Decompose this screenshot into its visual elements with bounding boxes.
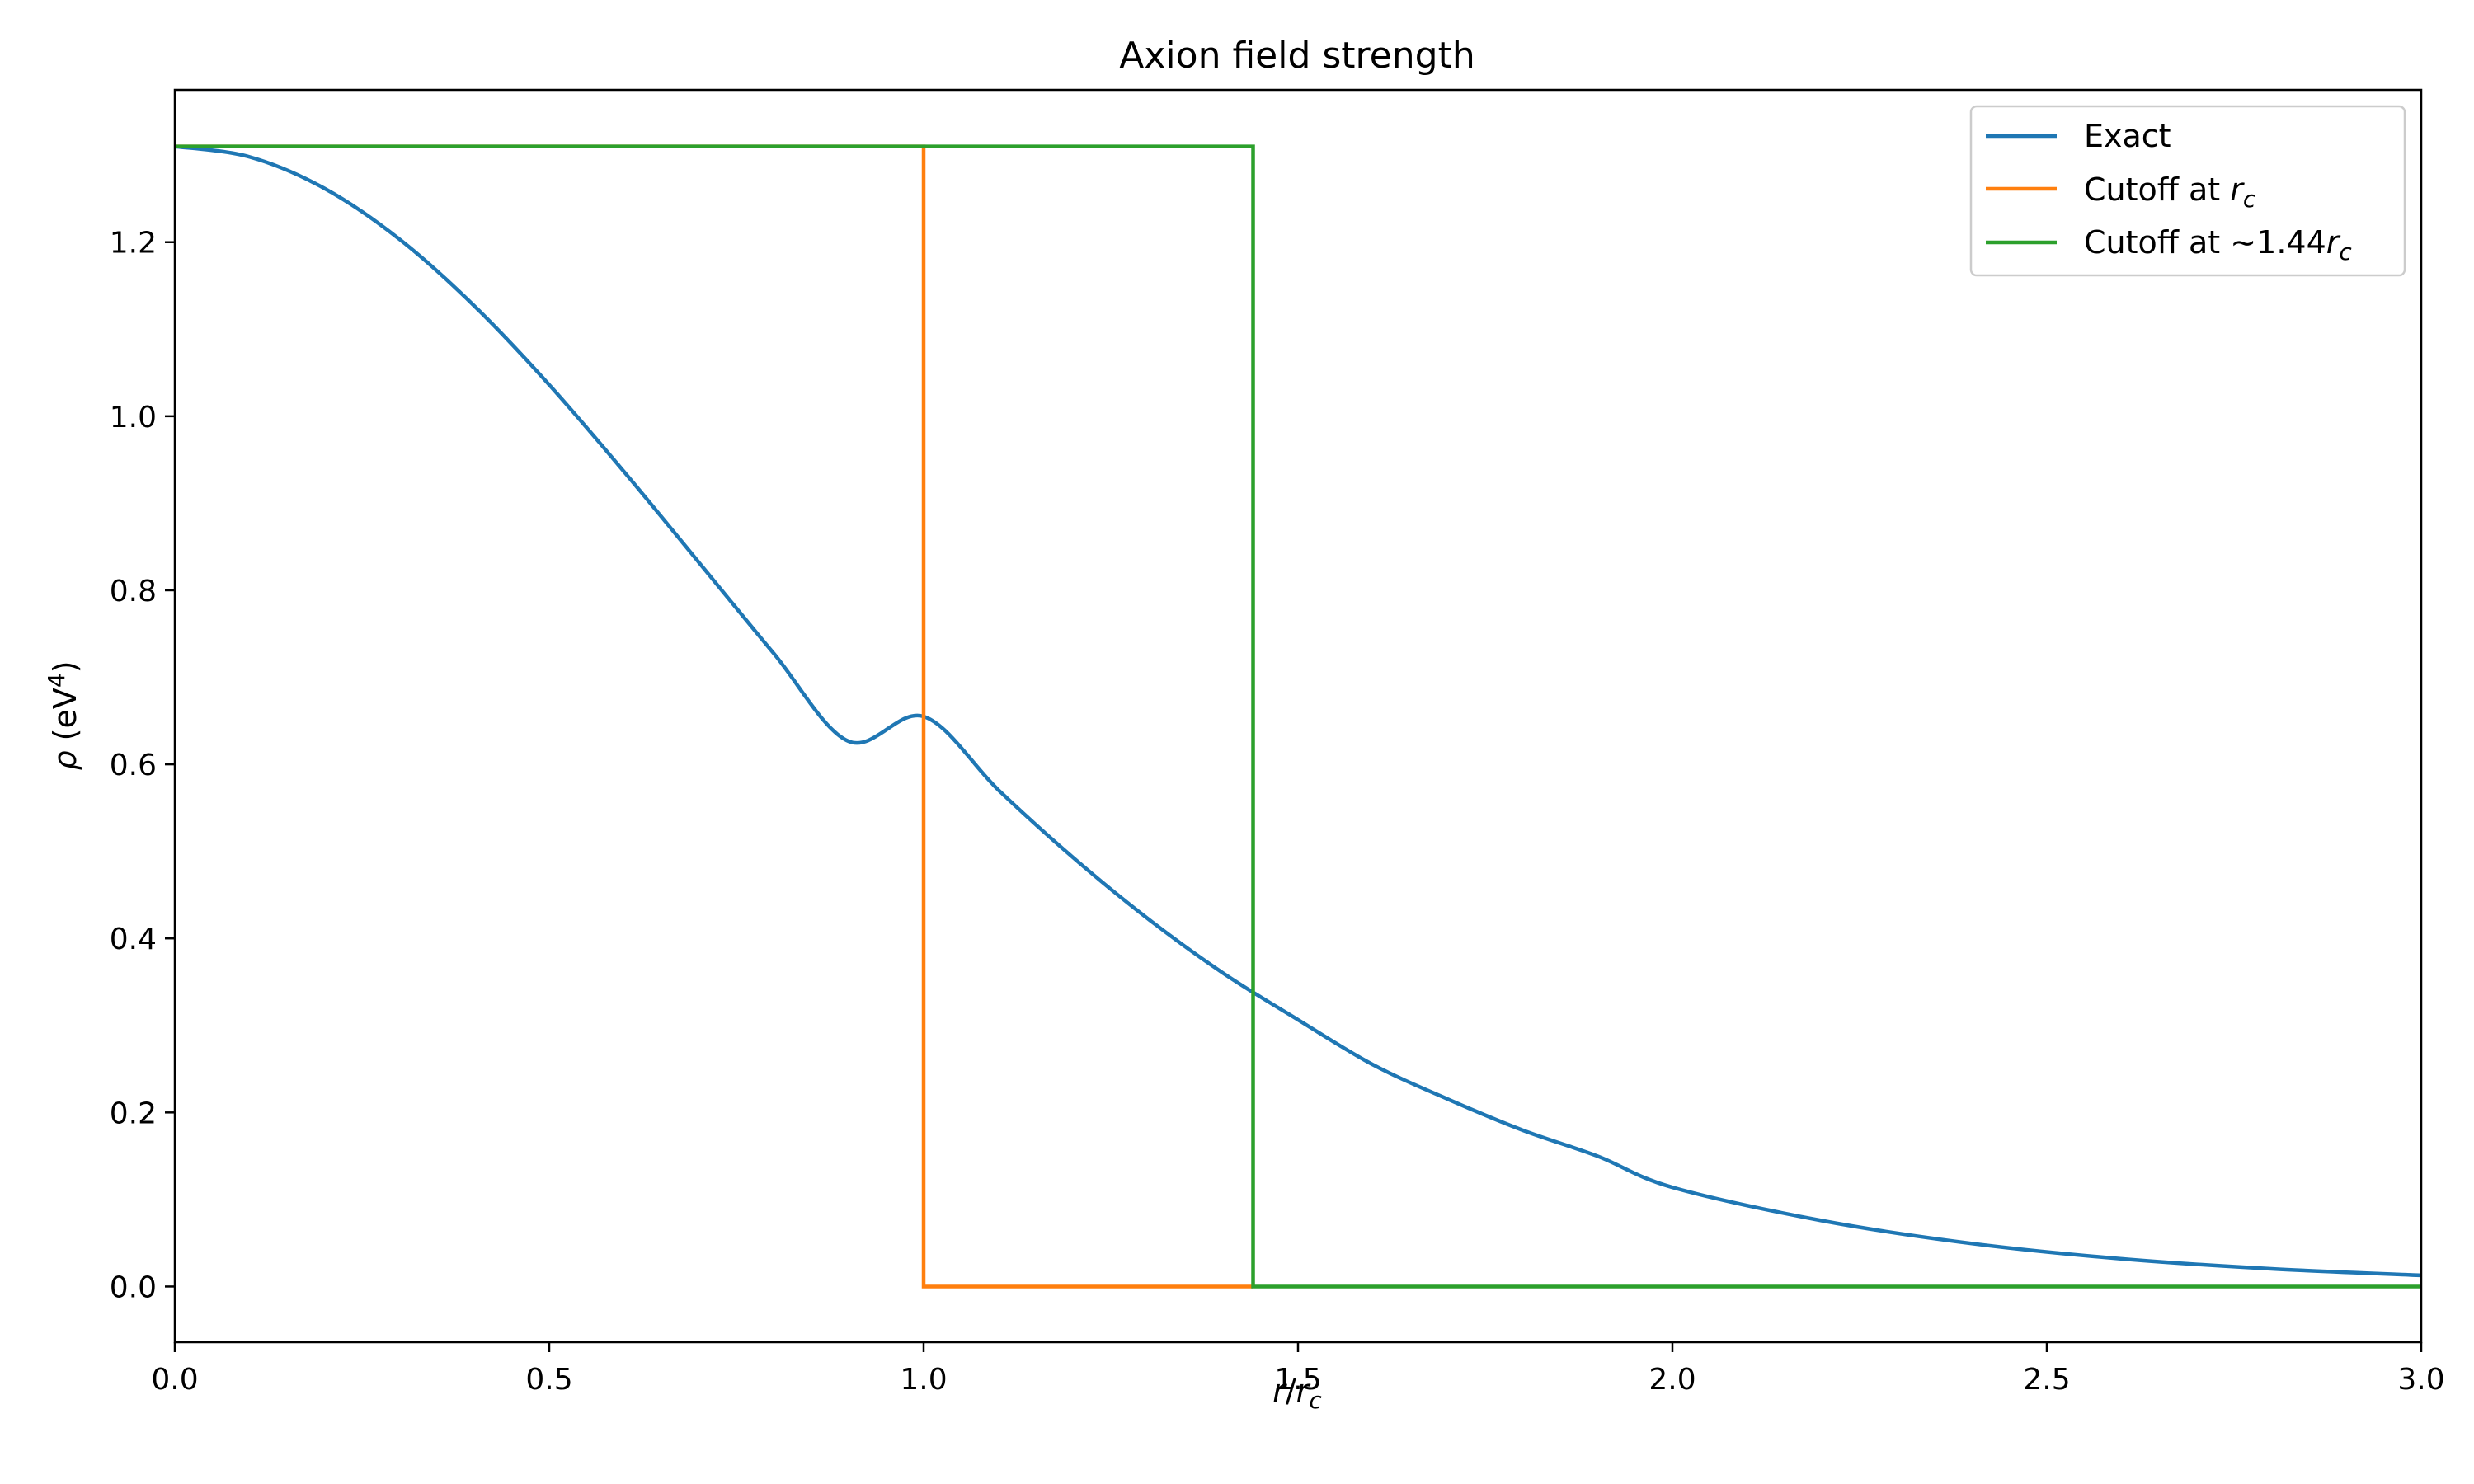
series-line-cutoff-144rc [175, 144, 2421, 1289]
y-tick-label: 0.8 [110, 575, 157, 608]
legend-label-cutoff-144rc: Cutoff at ∼1.44rc [2084, 224, 2352, 265]
x-tick-label: 0.5 [525, 1363, 572, 1397]
legend-label-exact: Exact [2084, 118, 2171, 154]
x-tick-label: 3.0 [2397, 1363, 2444, 1397]
x-tick-label: 0.0 [151, 1363, 198, 1397]
x-tick-label: 1.5 [1274, 1363, 1321, 1397]
y-tick-label: 1.0 [110, 401, 157, 434]
y-tick-label: 1.2 [110, 227, 157, 261]
legend: Exact Cutoff at rc Cutoff at ∼1.44rc [1969, 105, 2406, 277]
plot-frame [173, 88, 2423, 1344]
plot-area [174, 144, 2422, 1289]
legend-box [1969, 105, 2406, 277]
y-axis-label: ρ (eV4) [43, 660, 83, 770]
chart-title: Axion field strength [1119, 35, 1475, 77]
y-axis: 0.0 0.2 0.4 0.6 0.8 1.0 1.2 [110, 227, 175, 1304]
y-tick-label: 0.6 [110, 749, 157, 782]
y-tick-label: 0.2 [110, 1097, 157, 1130]
y-tick-label: 0.4 [110, 923, 157, 956]
x-axis: 0.0 0.5 1.0 1.5 2.0 2.5 3.0 [151, 1342, 2445, 1397]
y-tick-label: 0.0 [110, 1270, 157, 1304]
x-axis-label: r/rc [1272, 1373, 1322, 1414]
series-line-exact [174, 144, 2422, 1278]
x-tick-label: 2.5 [2023, 1363, 2070, 1397]
series-line-cutoff-rc [175, 144, 1253, 1289]
x-tick-label: 2.0 [1649, 1363, 1696, 1397]
x-tick-label: 1.0 [900, 1363, 947, 1397]
legend-label-cutoff-rc: Cutoff at rc [2084, 171, 2256, 213]
